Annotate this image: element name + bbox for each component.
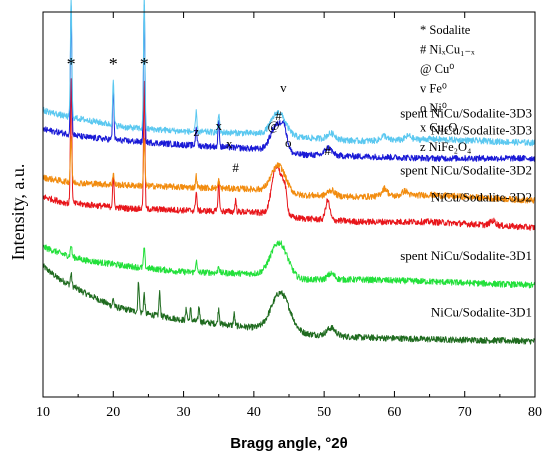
x-tick-label: 10: [36, 405, 50, 420]
legend-item: o Ni⁰: [420, 101, 447, 115]
legend-item: # NiₓCu₁₋ₓ: [420, 43, 475, 57]
peak-marker: x: [226, 136, 233, 151]
peak-marker: x: [215, 118, 222, 133]
series-label-nicu-sodalite-3d2: NiCu/Sodalite-3D2: [431, 190, 532, 205]
series-label-nicu-sodalite-3d3: NiCu/Sodalite-3D3: [431, 122, 532, 137]
peak-marker: o: [285, 135, 292, 150]
series-line-spent-nicu-sodalite-3d2: [42, 136, 536, 204]
plot-series-group: [42, 0, 536, 345]
peak-marker: #: [324, 143, 331, 158]
series-line-spent-nicu-sodalite-3d3: [42, 0, 536, 147]
legend-item: @ Cu⁰: [420, 62, 454, 76]
x-tick-label: 70: [458, 405, 472, 420]
legend-item: * Sodalite: [420, 23, 471, 37]
peak-marker: v: [280, 80, 287, 95]
series-label-nicu-sodalite-3d1: NiCu/Sodalite-3D1: [431, 305, 532, 320]
peak-marker: *: [140, 54, 149, 74]
series-label-spent-nicu-sodalite-3d3: spent NiCu/Sodalite-3D3: [400, 106, 532, 121]
x-axis-title: Bragg angle, °2θ: [230, 435, 347, 452]
series-label-spent-nicu-sodalite-3d1: spent NiCu/Sodalite-3D1: [400, 248, 532, 263]
x-tick-label: 30: [177, 405, 191, 420]
series-line-spent-nicu-sodalite-3d1: [42, 240, 536, 289]
x-tick-label: 40: [247, 405, 261, 420]
peak-marker: #: [275, 108, 282, 123]
peak-marker: z: [193, 124, 199, 139]
phase-legend: * Sodalite # NiₓCu₁₋ₓ @ Cu⁰ v Fe⁰ o Ni⁰ x Cu₂…: [420, 23, 475, 154]
series-line-nicu-sodalite-3d1: [42, 263, 536, 345]
peak-markers: * * *z xx#@#vo#: [67, 54, 332, 175]
x-tick-label: 60: [387, 405, 401, 420]
series-label-spent-nicu-sodalite-3d2: spent NiCu/Sodalite-3D2: [400, 163, 532, 178]
legend-item: z NiFe₂O₄: [420, 140, 471, 154]
series-line-nicu-sodalite-3d2: [42, 78, 536, 231]
x-tick-label: 20: [106, 405, 120, 420]
legend-item: x Cu₂O: [420, 121, 457, 135]
peak-marker: *: [109, 54, 118, 74]
x-tick-label: 50: [317, 405, 331, 420]
series-line-nicu-sodalite-3d3: [42, 4, 536, 162]
peak-marker: @: [268, 118, 280, 133]
y-axis-title: Intensity, a.u.: [8, 164, 28, 261]
peak-marker: #: [232, 160, 239, 175]
series-labels: spent NiCu/Sodalite-3D3NiCu/Sodalite-3D3…: [400, 106, 532, 320]
legend-item: v Fe⁰: [420, 82, 447, 96]
peak-marker: *: [67, 54, 76, 74]
x-tick-label: 80: [528, 405, 542, 420]
x-axis-ticks: 10 20 30 40 50 60 70 80: [36, 12, 542, 420]
